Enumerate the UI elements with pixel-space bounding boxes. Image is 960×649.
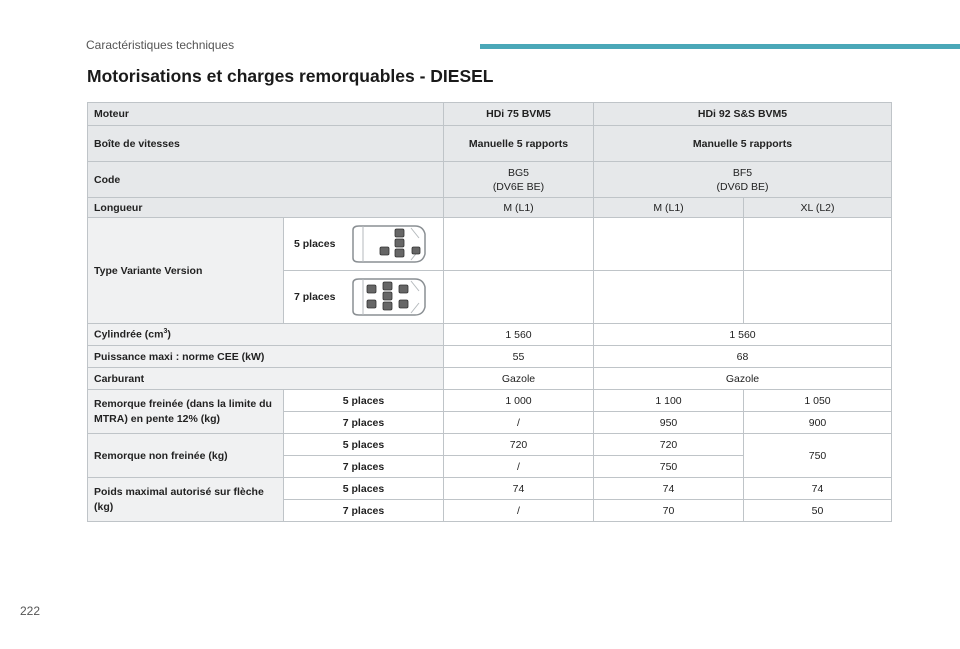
remorque-non-freinee-5-v1: 720 <box>443 433 594 456</box>
puissance-label: Puissance maxi : norme CEE (kW) <box>87 345 444 368</box>
poids-7-v1: / <box>443 499 594 522</box>
longueur-label: Longueur <box>87 197 444 218</box>
type-5-blank-3 <box>743 217 892 271</box>
poids-5-label: 5 places <box>283 477 444 500</box>
row-code: Code BG5 (DV6E BE) BF5 (DV6D BE) <box>87 161 892 198</box>
remorque-non-freinee-label: Remorque non freinée (kg) <box>87 433 284 478</box>
remorque-non-freinee-5-label: 5 places <box>283 433 444 456</box>
remorque-freinee-5-label: 5 places <box>283 389 444 412</box>
remorque-freinee-7-v1: / <box>443 411 594 434</box>
type-5-blank-1 <box>443 217 594 271</box>
row-longueur: Longueur M (L1) M (L1) XL (L2) <box>87 197 892 218</box>
code-col2: BF5 (DV6D BE) <box>593 161 892 198</box>
row-remorque-non-freinee-5: Remorque non freinée (kg) 5 places 720 7… <box>87 433 892 478</box>
row-boite: Boîte de vitesses Manuelle 5 rapports Ma… <box>87 125 892 162</box>
section-header: Caractéristiques techniques <box>86 38 235 52</box>
type-7-blank-3 <box>743 270 892 324</box>
accent-bar <box>480 44 960 49</box>
code-col2-a: BF5 <box>732 166 753 179</box>
van-7-seats-icon <box>352 278 427 316</box>
type-7-blank-1 <box>443 270 594 324</box>
boite-col2: Manuelle 5 rapports <box>593 125 892 162</box>
cylindree-label: Cylindrée (cm3) <box>87 323 444 346</box>
page-title: Motorisations et charges remorquables - … <box>87 66 494 86</box>
remorque-freinee-7-v2: 950 <box>593 411 744 434</box>
poids-5-v3: 74 <box>743 477 892 500</box>
remorque-freinee-5-v3: 1 050 <box>743 389 892 412</box>
code-col1: BG5 (DV6E BE) <box>443 161 594 198</box>
remorque-non-freinee-7-v2: 750 <box>593 455 744 478</box>
boite-label: Boîte de vitesses <box>87 125 444 162</box>
poids-label: Poids maximal autorisé sur flèche (kg) <box>87 477 284 522</box>
row-moteur: Moteur HDi 75 BVM5 HDi 92 S&S BVM5 <box>87 102 892 126</box>
code-col2-b: (DV6D BE) <box>716 180 769 193</box>
spec-table: Moteur HDi 75 BVM5 HDi 92 S&S BVM5 Boîte… <box>87 102 892 522</box>
row-carburant: Carburant Gazole Gazole <box>87 367 892 390</box>
moteur-col2: HDi 92 S&S BVM5 <box>593 102 892 126</box>
cylindree-col1: 1 560 <box>443 323 594 346</box>
longueur-v3: XL (L2) <box>743 197 892 218</box>
van-5-seats-icon <box>352 225 427 263</box>
row-poids-7: 7 places / 70 50 <box>88 499 892 522</box>
row-poids-5: Poids maximal autorisé sur flèche (kg) 5… <box>87 477 892 522</box>
poids-5-v1: 74 <box>443 477 594 500</box>
longueur-v1: M (L1) <box>443 197 594 218</box>
row-type-5: Type Variante Version 5 places <box>87 217 892 324</box>
code-col1-b: (DV6E BE) <box>492 180 545 193</box>
puissance-col2: 68 <box>593 345 892 368</box>
remorque-freinee-7-v3: 900 <box>743 411 892 434</box>
type-7-label: 7 places <box>294 291 336 303</box>
row-puissance: Puissance maxi : norme CEE (kW) 55 68 <box>87 345 892 368</box>
code-label: Code <box>87 161 444 198</box>
poids-5-v2: 74 <box>593 477 744 500</box>
page-number: 222 <box>20 604 41 618</box>
type-5-blank-2 <box>593 217 744 271</box>
cylindree-col2: 1 560 <box>593 323 892 346</box>
remorque-freinee-7-label: 7 places <box>283 411 444 434</box>
code-col1-a: BG5 <box>507 166 529 179</box>
poids-7-v2: 70 <box>593 499 744 522</box>
type-7-cell: 7 places <box>283 270 444 324</box>
type-5-label: 5 places <box>294 238 336 250</box>
type-7-blank-2 <box>593 270 744 324</box>
remorque-non-freinee-7-v1: / <box>443 455 594 478</box>
type-label: Type Variante Version <box>87 217 284 324</box>
row-remorque-freinee-5: Remorque freinée (dans la limite du MTRA… <box>87 389 892 434</box>
row-remorque-non-freinee-7: 7 places / 750 <box>88 455 892 478</box>
remorque-non-freinee-merged: 750 <box>743 433 892 478</box>
poids-7-label: 7 places <box>283 499 444 522</box>
carburant-col1: Gazole <box>443 367 594 390</box>
moteur-label: Moteur <box>87 102 444 126</box>
remorque-freinee-5-v1: 1 000 <box>443 389 594 412</box>
row-type-7: 7 places <box>88 270 892 324</box>
carburant-label: Carburant <box>87 367 444 390</box>
remorque-non-freinee-5-v2: 720 <box>593 433 744 456</box>
longueur-v2: M (L1) <box>593 197 744 218</box>
type-5-cell: 5 places <box>283 217 444 271</box>
boite-col1: Manuelle 5 rapports <box>443 125 594 162</box>
remorque-freinee-label: Remorque freinée (dans la limite du MTRA… <box>87 389 284 434</box>
remorque-freinee-5-v2: 1 100 <box>593 389 744 412</box>
moteur-col1: HDi 75 BVM5 <box>443 102 594 126</box>
carburant-col2: Gazole <box>593 367 892 390</box>
row-cylindree: Cylindrée (cm3) 1 560 1 560 <box>87 323 892 346</box>
poids-7-v3: 50 <box>743 499 892 522</box>
puissance-col1: 55 <box>443 345 594 368</box>
remorque-non-freinee-7-label: 7 places <box>283 455 444 478</box>
